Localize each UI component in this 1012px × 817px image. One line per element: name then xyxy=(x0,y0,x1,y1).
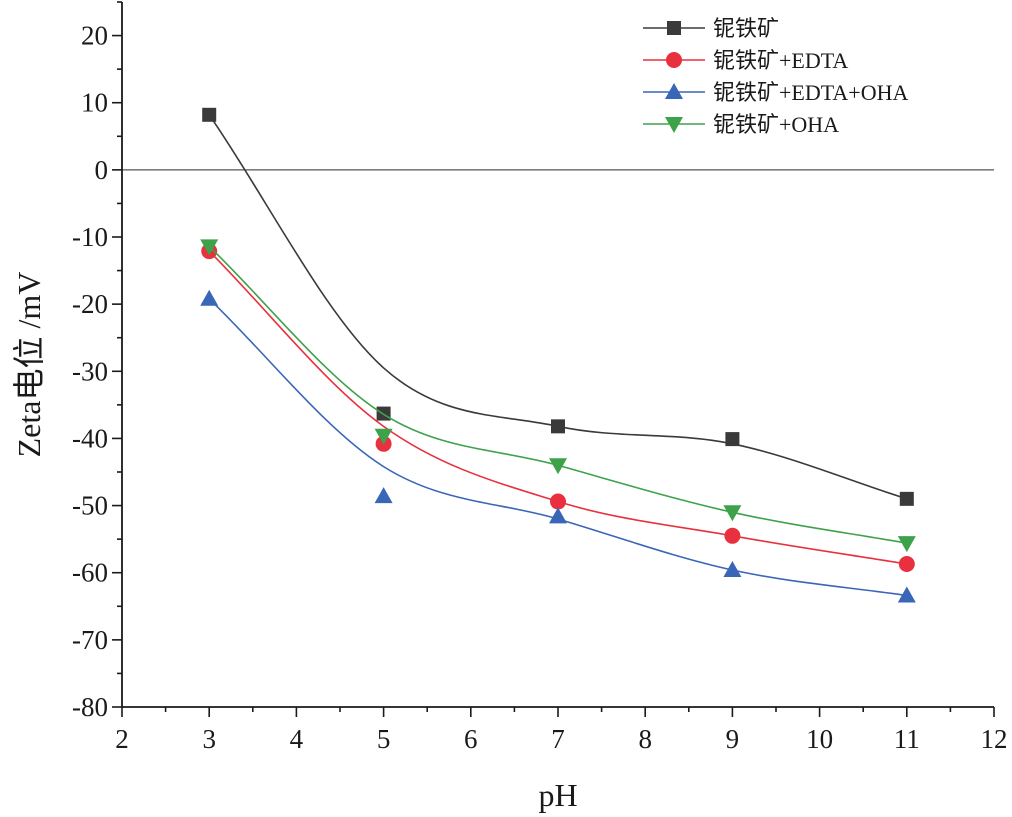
series-1-point xyxy=(551,419,565,434)
legend-label: 铌铁矿 xyxy=(713,16,779,41)
series-3-point xyxy=(200,289,219,306)
legend-marker xyxy=(665,117,683,133)
series-1 xyxy=(202,107,914,506)
series-1-point xyxy=(899,491,914,506)
series-4 xyxy=(200,239,916,553)
series-3 xyxy=(200,289,916,603)
legend-marker xyxy=(665,83,683,99)
y-tick-label: -60 xyxy=(72,558,108,588)
legend-label: 铌铁矿+OHA xyxy=(713,112,839,137)
y-tick-label: -80 xyxy=(72,692,108,722)
x-tick-label: 5 xyxy=(377,724,391,754)
x-tick-label: 12 xyxy=(981,724,1008,754)
x-tick-label: 6 xyxy=(464,724,478,754)
series-4-point xyxy=(897,536,916,553)
series-1-point xyxy=(202,107,217,122)
x-tick-label: 4 xyxy=(290,724,304,754)
series-3-point xyxy=(723,561,742,578)
x-tick-label: 9 xyxy=(726,724,740,754)
y-tick-label: -10 xyxy=(72,222,108,252)
legend-marker xyxy=(666,52,682,68)
y-tick-label: 0 xyxy=(95,155,109,185)
legend-label: 铌铁矿+EDTA+OHA xyxy=(713,80,908,105)
series-layer xyxy=(200,107,916,603)
legend-item: 铌铁矿+EDTA+OHA xyxy=(643,80,908,105)
y-tick-label: -40 xyxy=(72,423,108,453)
y-tick-label: 20 xyxy=(81,21,108,51)
series-1-curve xyxy=(208,114,908,500)
axes-layer: 2 3 4 5 6 7 8 9 10 11 12 20 10 0 -10 -20 -30 -40 -50 -60 -70… xyxy=(72,1,1008,754)
x-tick-label: 10 xyxy=(806,724,833,754)
x-tick-label: 2 xyxy=(115,724,129,754)
series-3-point xyxy=(374,487,393,504)
y-tick-label: -50 xyxy=(72,491,108,521)
series-3-curve xyxy=(208,298,907,597)
x-tick-label: 7 xyxy=(551,724,565,754)
series-1-point xyxy=(725,432,740,447)
series-2-point xyxy=(550,493,566,510)
y-tick-label: -20 xyxy=(72,289,108,319)
x-axis-title: pH xyxy=(538,777,577,813)
series-2-point xyxy=(724,527,741,544)
x-tick-label: 3 xyxy=(202,724,216,754)
series-2-point xyxy=(898,555,915,572)
y-tick-label: -70 xyxy=(72,625,108,655)
series-4-point xyxy=(200,239,219,256)
series-3-point xyxy=(897,586,916,603)
y-tick-label: -30 xyxy=(72,356,108,386)
y-tick-label: 10 xyxy=(81,88,108,118)
legend-marker xyxy=(667,21,681,35)
legend-label: 铌铁矿+EDTA xyxy=(713,48,848,73)
legend-item: 铌铁矿+OHA xyxy=(643,112,839,137)
y-axis-title: Zeta电位 /mV xyxy=(11,272,47,458)
x-tick-label: 11 xyxy=(894,724,920,754)
legend-item: 铌铁矿+EDTA xyxy=(643,48,848,73)
x-tick-label: 8 xyxy=(638,724,652,754)
legend-item: 铌铁矿 xyxy=(643,16,779,41)
series-3-point xyxy=(549,507,567,524)
series-4-point xyxy=(723,505,742,522)
series-4-point xyxy=(374,428,393,445)
series-4-point xyxy=(549,458,567,475)
